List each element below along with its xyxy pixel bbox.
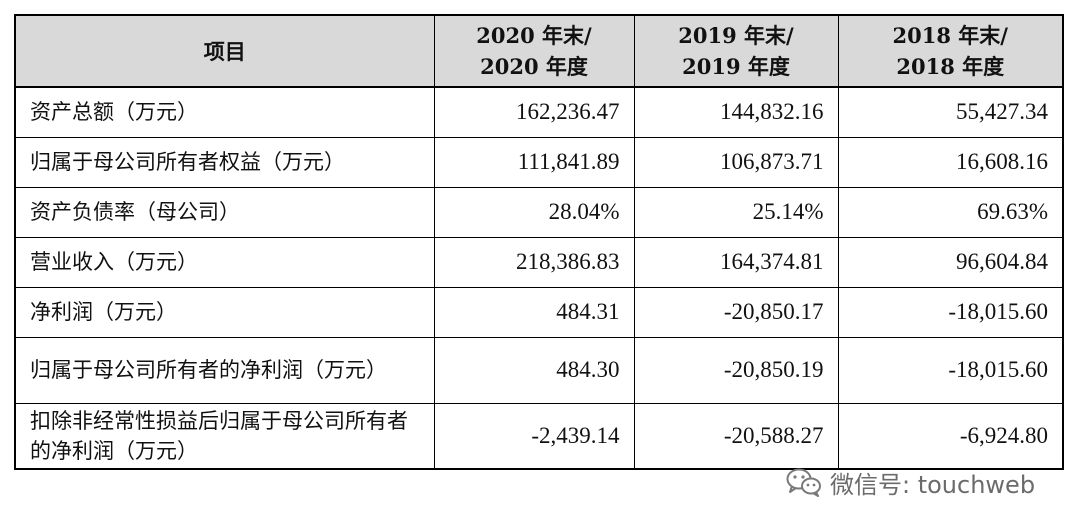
value-cell-2019: -20,588.27 xyxy=(633,402,839,470)
value-cell-2019: -20,850.19 xyxy=(633,336,839,404)
value-cell-2020: 111,841.89 xyxy=(433,136,635,188)
value-cell-2020: -2,439.14 xyxy=(433,402,635,470)
value-cell-2019: 144,832.16 xyxy=(633,86,839,138)
value-cell-2020: 484.31 xyxy=(433,286,635,338)
table-row: 归属于母公司所有者的净利润（万元） 484.30 -20,850.19 -18,… xyxy=(14,336,1064,404)
value-cell-2019: -20,850.17 xyxy=(633,286,839,338)
value-cell-2020: 218,386.83 xyxy=(433,236,635,288)
row-label: 净利润（万元） xyxy=(14,286,435,338)
watermark-text: 微信号: touchweb xyxy=(830,470,1036,499)
value-cell-2018: 69.63% xyxy=(837,186,1064,238)
value-cell-2020: 162,236.47 xyxy=(433,86,635,138)
value-cell-2018: -18,015.60 xyxy=(837,336,1064,404)
table-row: 扣除非经常性损益后归属于母公司所有者的净利润（万元） -2,439.14 -20… xyxy=(14,402,1064,470)
value-cell-2019: 106,873.71 xyxy=(633,136,839,188)
value-cell-2018: -18,015.60 xyxy=(837,286,1064,338)
row-label: 归属于母公司所有者的净利润（万元） xyxy=(14,336,435,404)
row-label: 营业收入（万元） xyxy=(14,236,435,288)
value-cell-2020: 484.30 xyxy=(433,336,635,404)
header-line1: 2019 年末/ xyxy=(678,23,794,48)
table-header-row: 项目 2020 年末/ 2020 年度 2019 年末/ 2019 年度 201… xyxy=(14,14,1064,88)
header-cell-item: 项目 xyxy=(14,14,435,88)
table-row: 净利润（万元） 484.31 -20,850.17 -18,015.60 xyxy=(14,286,1064,338)
header-line1: 2018 年末/ xyxy=(892,23,1008,48)
header-cell-2019: 2019 年末/ 2019 年度 xyxy=(633,14,839,88)
table-row: 资产总额（万元） 162,236.47 144,832.16 55,427.34 xyxy=(14,86,1064,138)
row-label: 归属于母公司所有者权益（万元） xyxy=(14,136,435,188)
header-line2: 2019 年度 xyxy=(682,54,790,79)
row-label: 资产总额（万元） xyxy=(14,86,435,138)
header-line2: 2018 年度 xyxy=(896,54,1005,79)
value-cell-2018: 16,608.16 xyxy=(837,136,1064,188)
financial-table-container: 项目 2020 年末/ 2020 年度 2019 年末/ 2019 年度 201… xyxy=(14,14,1064,470)
header-line1: 2020 年末/ xyxy=(476,23,592,48)
value-cell-2019: 25.14% xyxy=(633,186,839,238)
table-row: 营业收入（万元） 218,386.83 164,374.81 96,604.84 xyxy=(14,236,1064,288)
header-line2: 2020 年度 xyxy=(480,54,588,79)
header-cell-2020: 2020 年末/ 2020 年度 xyxy=(433,14,635,88)
financial-data-table: 项目 2020 年末/ 2020 年度 2019 年末/ 2019 年度 201… xyxy=(14,14,1064,470)
table-row: 资产负债率（母公司） 28.04% 25.14% 69.63% xyxy=(14,186,1064,238)
header-cell-2018: 2018 年末/ 2018 年度 xyxy=(837,14,1064,88)
value-cell-2020: 28.04% xyxy=(433,186,635,238)
value-cell-2018: 96,604.84 xyxy=(837,236,1064,288)
value-cell-2018: -6,924.80 xyxy=(837,402,1064,470)
row-label: 扣除非经常性损益后归属于母公司所有者的净利润（万元） xyxy=(14,402,435,470)
table-row: 归属于母公司所有者权益（万元） 111,841.89 106,873.71 16… xyxy=(14,136,1064,188)
header-line1: 项目 xyxy=(203,38,246,64)
value-cell-2019: 164,374.81 xyxy=(633,236,839,288)
wechat-watermark: 微信号: touchweb xyxy=(786,462,1035,502)
wechat-icon xyxy=(786,468,821,497)
value-cell-2018: 55,427.34 xyxy=(837,86,1064,138)
row-label: 资产负债率（母公司） xyxy=(14,186,435,238)
